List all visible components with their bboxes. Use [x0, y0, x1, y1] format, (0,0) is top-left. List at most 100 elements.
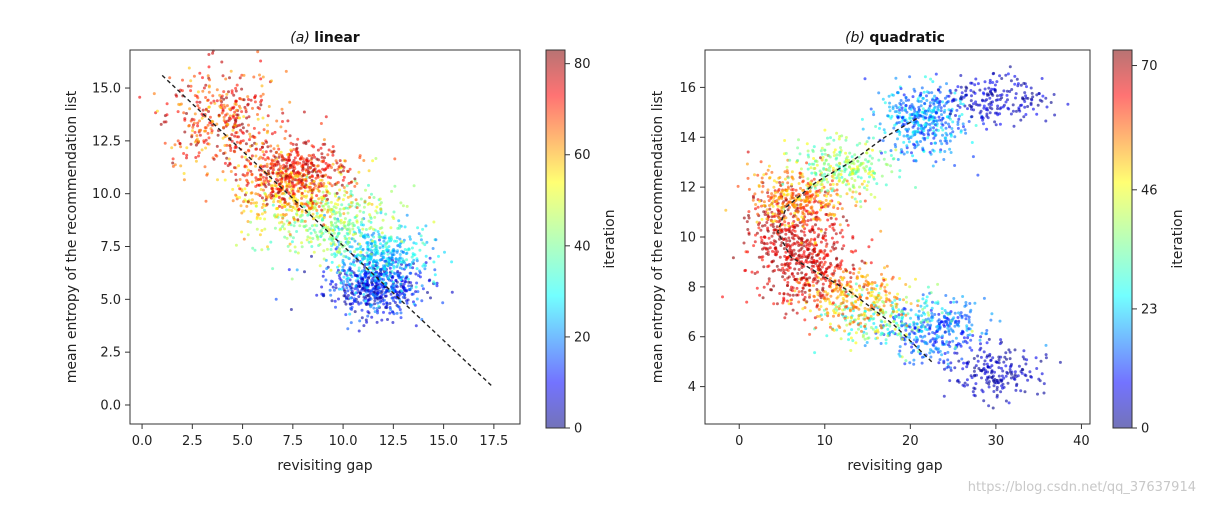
panel-b-point: [812, 260, 816, 264]
panel-a-point: [295, 205, 299, 208]
panel-b-point: [839, 194, 843, 198]
panel-b-point: [931, 132, 935, 136]
panel-b-point: [829, 216, 833, 220]
panel-a-point: [229, 146, 233, 150]
panel-b-point: [760, 176, 764, 180]
panel-a-point: [210, 123, 214, 127]
panel-a-point: [290, 240, 294, 244]
panel-a-colorbar-tick-label: 40: [574, 239, 591, 254]
panel-a-y-ticks: 0.02.55.07.510.012.515.0: [92, 82, 130, 413]
panel-a-point: [235, 83, 239, 87]
panel-b-point: [795, 311, 799, 315]
panel-b-point: [801, 286, 805, 290]
panel-a-point: [173, 143, 177, 147]
panel-a-point: [358, 209, 362, 213]
panel-a-point: [321, 142, 325, 146]
panel-b-point: [917, 108, 921, 112]
panel-a-point: [194, 156, 198, 159]
panel-a-point: [235, 113, 239, 117]
panel-b-point: [813, 299, 817, 303]
panel-b-point: [953, 135, 957, 139]
panel-a-point: [381, 264, 385, 268]
panel-b-point: [991, 406, 995, 410]
panel-b-point: [782, 269, 786, 272]
panel-b-point: [947, 318, 951, 322]
panel-b-point: [852, 272, 856, 275]
panel-b-point: [1024, 362, 1028, 366]
panel-a-point: [247, 168, 250, 172]
panel-b-point: [874, 304, 878, 308]
panel-b-point: [951, 120, 955, 124]
panel-a-point: [312, 228, 316, 232]
panel-b-point: [769, 202, 773, 206]
panel-a-point: [280, 206, 284, 209]
panel-a-point: [356, 276, 360, 280]
panel-a-point: [395, 285, 399, 289]
panel-b-title-letter: (b): [845, 30, 865, 46]
panel-a-point: [353, 299, 356, 303]
panel-b-point: [900, 317, 904, 321]
panel-b-point: [825, 168, 829, 172]
panel-b-point: [876, 330, 880, 334]
panel-a-point: [225, 92, 229, 96]
panel-b-point: [803, 318, 807, 322]
panel-a-point: [233, 166, 236, 170]
panel-a-point: [420, 299, 424, 303]
panel-b-point: [797, 138, 800, 142]
panel-a-point: [301, 157, 305, 161]
panel-a-point: [342, 280, 346, 284]
panel-a-point: [212, 157, 216, 161]
panel-b-point: [791, 308, 795, 312]
panel-b-point: [859, 205, 863, 209]
panel-b-point: [940, 142, 944, 146]
panel-a-point: [362, 255, 365, 259]
panel-b-point: [818, 169, 822, 173]
panel-b-point: [949, 134, 953, 138]
panel-a-point: [311, 175, 314, 179]
panel-b-point: [804, 260, 808, 264]
panel-b-point: [836, 295, 840, 299]
panel-b-point: [773, 212, 777, 216]
panel-a-colorbar-tick-label: 60: [574, 148, 591, 163]
panel-b-point: [785, 169, 789, 173]
panel-b-point: [935, 333, 939, 337]
panel-b-point: [775, 264, 779, 268]
panel-b-point: [765, 208, 769, 212]
panel-b-point: [820, 174, 824, 177]
panel-b-point: [852, 320, 856, 324]
panel-b-point: [824, 158, 828, 162]
panel-b-point: [871, 327, 875, 331]
panel-a-point: [392, 249, 395, 253]
panel-a-point: [320, 285, 324, 289]
panel-b-point: [908, 323, 912, 327]
panel-b-point: [886, 334, 890, 338]
panel-b-point: [817, 227, 821, 231]
panel-b-point: [765, 221, 769, 224]
panel-a-point: [395, 236, 399, 240]
panel-b-point: [787, 230, 791, 234]
panel-a-point: [419, 238, 423, 242]
panel-b-point: [760, 180, 764, 184]
panel-a-point: [400, 257, 404, 261]
panel-b-point: [1006, 381, 1010, 385]
panel-a-point: [370, 233, 374, 237]
panel-a-point: [346, 294, 350, 297]
panel-b-point: [885, 323, 889, 327]
panel-b-point: [862, 166, 866, 170]
panel-a-point: [343, 237, 347, 240]
panel-b-point: [783, 170, 787, 174]
panel-b-point: [951, 130, 955, 134]
panel-b-point: [918, 352, 922, 356]
panel-a-point: [198, 71, 202, 75]
panel-b-point: [898, 298, 902, 301]
panel-a-point: [246, 103, 250, 107]
panel-b-point: [803, 295, 807, 299]
panel-b-point: [790, 170, 794, 174]
panel-a-point: [394, 257, 398, 261]
panel-a-y-tick-label: 12.5: [92, 134, 121, 149]
panel-a-point: [227, 157, 231, 161]
panel-b-point: [855, 200, 859, 204]
panel-a-point: [230, 139, 234, 143]
panel-b-point: [928, 123, 932, 126]
panel-b-point: [928, 150, 932, 154]
